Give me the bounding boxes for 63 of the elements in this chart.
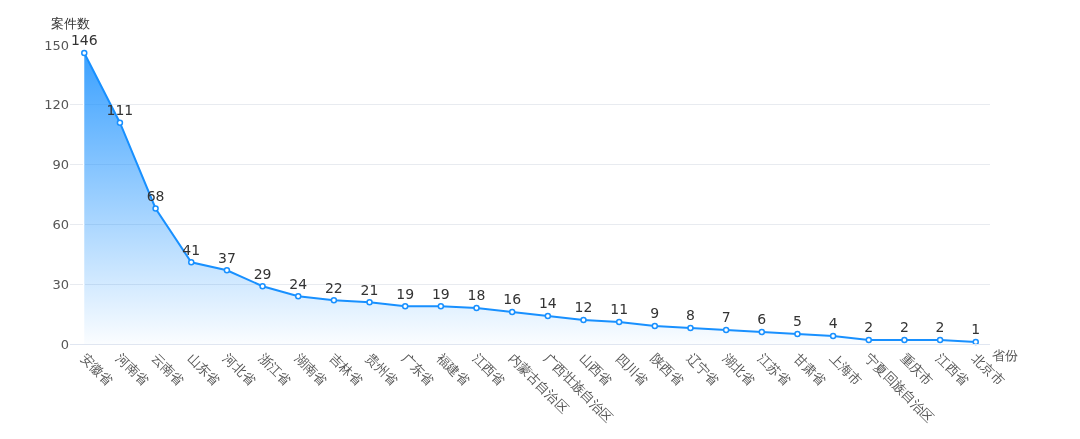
data-label: 6: [757, 311, 767, 328]
data-label: 8: [686, 307, 695, 324]
data-label: 18: [467, 287, 486, 304]
y-tick-label: 60: [52, 216, 69, 232]
data-label: 14: [538, 295, 557, 312]
point: [473, 304, 480, 312]
y-tick-label: 90: [52, 157, 69, 173]
data-label: 5: [792, 313, 802, 330]
y-tick-label: 0: [60, 336, 69, 352]
y-tick-label: 120: [44, 97, 69, 113]
x-tick-label: 江西省: [933, 350, 972, 389]
data-label: 41: [182, 241, 201, 258]
point: [544, 312, 552, 320]
data-label: 146: [70, 32, 98, 49]
x-axis-title: 省份: [992, 348, 1018, 363]
point: [152, 205, 159, 212]
point: [366, 298, 373, 306]
point: [758, 328, 766, 336]
data-label: 9: [650, 305, 660, 322]
data-label: 21: [360, 281, 379, 298]
point: [294, 292, 302, 300]
data-label: 7: [721, 309, 731, 326]
data-label: 19: [431, 285, 450, 302]
data-label: 1: [971, 321, 981, 338]
point: [794, 330, 801, 338]
point: [972, 338, 979, 346]
x-tick-label: 湖北省: [719, 350, 758, 389]
data-label: 24: [289, 275, 308, 292]
y-tick-label: 30: [52, 276, 69, 292]
data-label: 2: [864, 319, 874, 336]
data-label: 2: [935, 319, 945, 336]
point: [722, 326, 730, 334]
data-label: 11: [610, 301, 629, 318]
x-tick-label: 上海市: [826, 350, 865, 389]
point: [81, 49, 88, 57]
point: [901, 336, 908, 344]
point: [259, 282, 266, 290]
point: [829, 332, 837, 340]
x-tick-label: 广东省: [398, 350, 437, 389]
data-label: 4: [828, 315, 838, 332]
point: [580, 316, 587, 324]
data-label: 22: [324, 279, 343, 296]
point: [651, 322, 659, 330]
point: [615, 318, 623, 326]
data-label: 19: [396, 285, 415, 302]
data-label: 29: [253, 265, 272, 282]
y-axis-title: 案件数: [51, 16, 90, 31]
data-label: 16: [503, 291, 522, 308]
x-tick-label: 安徽省: [77, 350, 116, 389]
point: [687, 324, 694, 332]
y-tick-label: 150: [44, 37, 69, 53]
point: [187, 259, 195, 266]
point: [508, 308, 516, 316]
point: [437, 302, 445, 310]
point: [865, 336, 873, 344]
point: [401, 302, 409, 310]
point: [116, 119, 124, 126]
point: [223, 267, 231, 274]
point: [936, 336, 944, 344]
data-label: 2: [899, 319, 909, 336]
data-label: 12: [574, 299, 593, 316]
point: [330, 296, 338, 304]
data-label: 37: [217, 249, 236, 266]
